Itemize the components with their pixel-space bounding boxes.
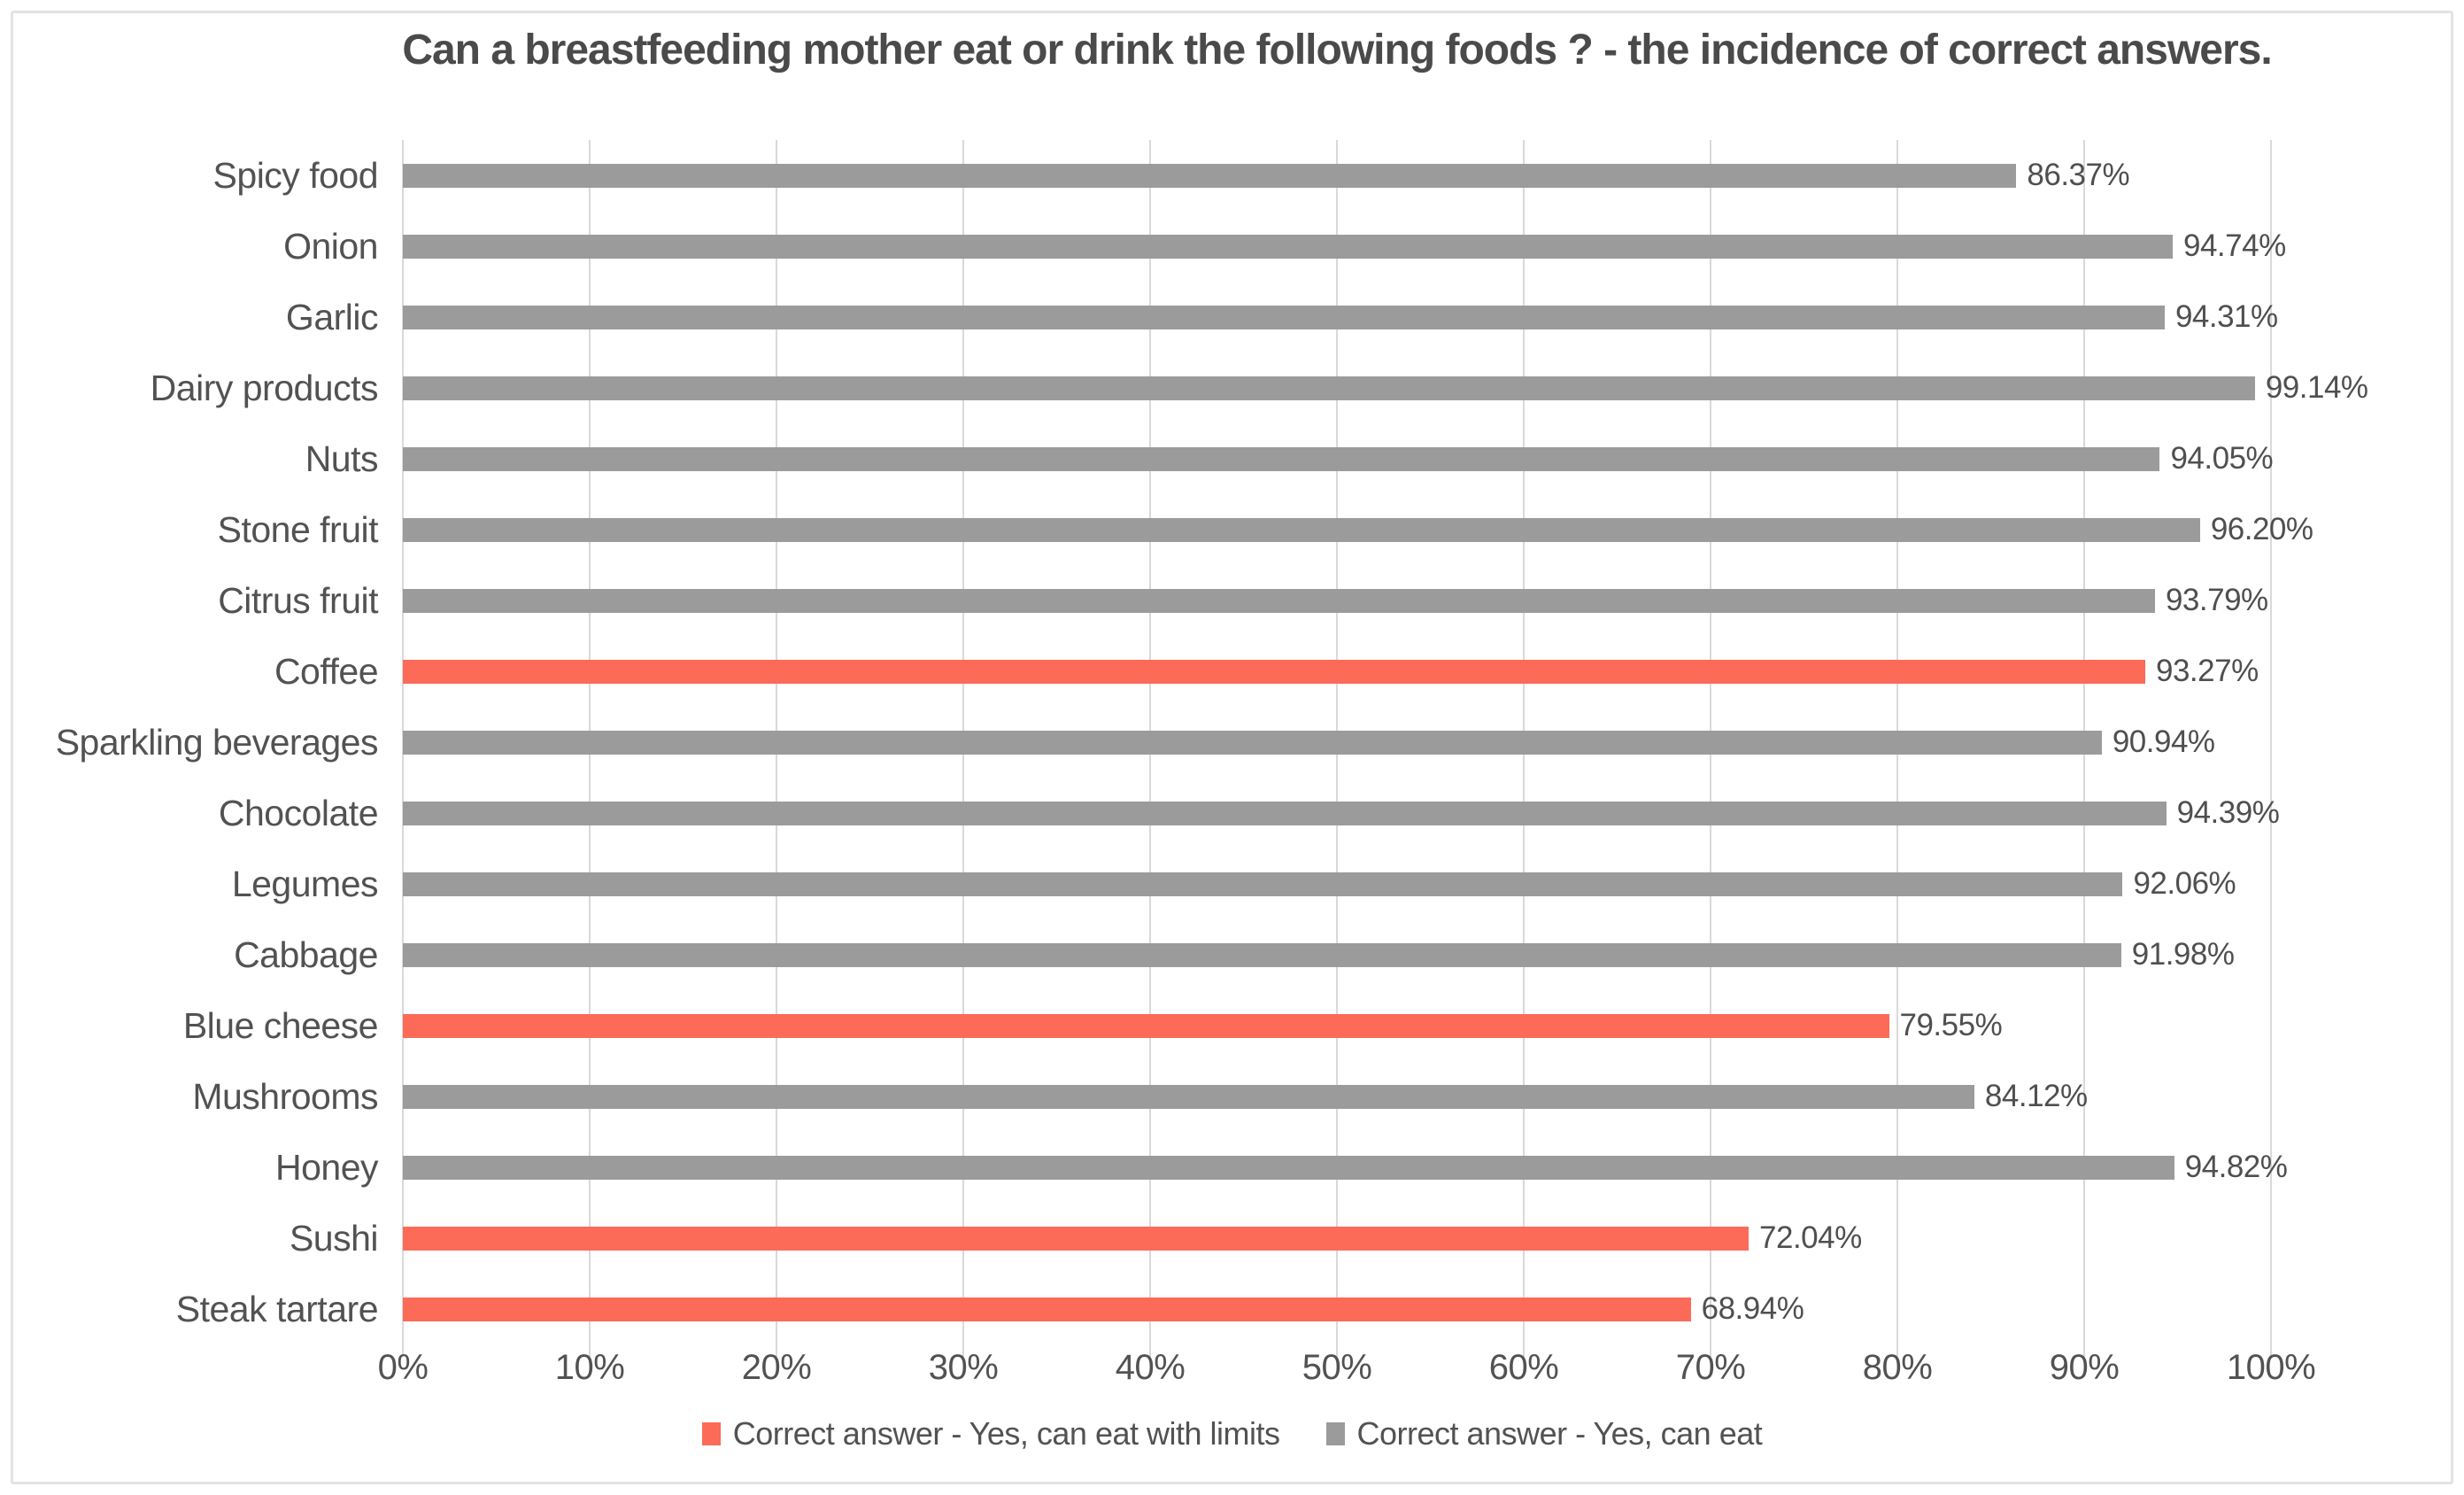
- bar-row: 94.05%: [403, 423, 2274, 494]
- bar: [403, 376, 2255, 400]
- value-label: 99.14%: [2265, 370, 2368, 405]
- legend: Correct answer - Yes, can eat with limit…: [0, 1415, 2464, 1452]
- bar-row: 94.39%: [403, 778, 2280, 848]
- category-label: Honey: [274, 1146, 379, 1188]
- bar: [403, 446, 2160, 471]
- bar-row: 93.27%: [403, 636, 2271, 707]
- bar-row: 94.31%: [403, 282, 2278, 352]
- x-axis-tick-label: 80%: [1862, 1348, 1933, 1387]
- bar: [403, 517, 2200, 542]
- value-label: 91.98%: [2131, 937, 2235, 972]
- value-label: 96.20%: [2210, 512, 2313, 546]
- bar: [403, 588, 2155, 613]
- bar-row: 84.12%: [403, 1061, 2271, 1132]
- category-label: Blue cheese: [182, 1004, 379, 1046]
- bar-row: 93.79%: [403, 565, 2271, 636]
- legend-item: Correct answer - Yes, can eat with limit…: [701, 1415, 1280, 1452]
- legend-label: Correct answer - Yes, can eat with limit…: [732, 1415, 1280, 1452]
- plot-area: 86.37% 94.74% 94.31% 99.14% 94.05% 96.20% 93.7…: [402, 140, 2368, 1357]
- bar: [403, 1297, 1691, 1321]
- x-axis-tick-label: 70%: [1675, 1348, 1746, 1387]
- category-label: Mushrooms: [192, 1075, 378, 1117]
- category-label: Dairy products: [150, 367, 379, 408]
- bar-row: 90.94%: [403, 707, 2271, 778]
- category-axis: Spicy food Onion Garlic Dairy products Nuts S…: [9, 140, 403, 1344]
- category-label: Sparkling beverages: [55, 721, 379, 763]
- x-axis-tick-label: 100%: [2226, 1348, 2316, 1387]
- value-label: 84.12%: [1984, 1079, 2088, 1113]
- bar-row: 79.55%: [403, 990, 2271, 1061]
- bar: [403, 305, 2165, 329]
- legend-item: Correct answer - Yes, can eat: [1325, 1415, 1763, 1452]
- x-axis-tick-label: 30%: [928, 1348, 999, 1387]
- value-label: 94.74%: [2183, 229, 2286, 263]
- bar-row: 99.14%: [403, 352, 2368, 423]
- bar: [403, 942, 2121, 967]
- category-label: Sushi: [289, 1217, 379, 1259]
- value-label: 92.06%: [2133, 866, 2236, 901]
- bar-row: 68.94%: [403, 1274, 2271, 1344]
- bar-row: 92.06%: [403, 848, 2271, 919]
- bar: [403, 871, 2123, 896]
- bar-row: 86.37%: [403, 140, 2271, 211]
- value-label: 86.37%: [2027, 158, 2130, 192]
- category-label: Legumes: [231, 863, 379, 904]
- category-label: Cabbage: [234, 933, 378, 975]
- value-label: 93.79%: [2165, 583, 2268, 617]
- x-axis-tick-label: 40%: [1115, 1348, 1186, 1387]
- category-label: Stone fruit: [217, 508, 379, 550]
- value-label: 93.27%: [2155, 654, 2259, 688]
- value-label: 94.39%: [2176, 795, 2280, 830]
- value-label: 94.82%: [2184, 1150, 2288, 1184]
- x-axis-tick-label: 20%: [741, 1348, 812, 1387]
- x-axis-tick-label: 10%: [554, 1348, 625, 1387]
- bar-row: 91.98%: [403, 919, 2271, 990]
- category-label: Garlic: [285, 296, 379, 337]
- value-label: 72.04%: [1759, 1220, 1862, 1255]
- value-label: 94.05%: [2170, 441, 2274, 476]
- legend-label: Correct answer - Yes, can eat: [1356, 1415, 1763, 1452]
- legend-marker: [1325, 1422, 1345, 1445]
- category-label: Steak tartare: [175, 1288, 379, 1329]
- bar: [403, 1013, 1889, 1038]
- bar-rows: 86.37% 94.74% 94.31% 99.14% 94.05% 96.20% 93.7…: [403, 140, 2368, 1344]
- value-label: 94.31%: [2174, 299, 2278, 334]
- bar-row: 72.04%: [403, 1203, 2271, 1274]
- value-label: 79.55%: [1899, 1008, 2003, 1042]
- category-label: Citrus fruit: [218, 579, 378, 621]
- bar-row: 94.82%: [403, 1132, 2288, 1203]
- x-axis-tick-label: 50%: [1302, 1348, 1372, 1387]
- legend-marker: [701, 1422, 721, 1445]
- bar: [403, 234, 2173, 259]
- x-axis: 0% 10% 20% 30% 40% 50% 60% 70% 80% 90% 100%: [378, 1348, 2316, 1389]
- chart-title: Can a breastfeeding mother eat or drink …: [402, 27, 2272, 74]
- category-label: Spicy food: [212, 154, 379, 196]
- x-axis-tick-label: 90%: [2049, 1348, 2120, 1387]
- bar: [403, 801, 2167, 825]
- bar-row: 96.20%: [403, 494, 2313, 565]
- bar: [403, 730, 2102, 755]
- category-label: Coffee: [274, 650, 379, 692]
- bar: [403, 1155, 2174, 1180]
- x-axis-tick-label: 60%: [1488, 1348, 1559, 1387]
- bar: [403, 1084, 1974, 1109]
- x-axis-tick-label: 0%: [377, 1348, 429, 1387]
- category-label: Onion: [283, 225, 378, 267]
- value-label: 90.94%: [2112, 724, 2215, 759]
- category-label: Chocolate: [218, 792, 379, 833]
- bar-row: 94.74%: [403, 211, 2286, 282]
- bar: [403, 659, 2145, 684]
- bar: [403, 163, 2017, 188]
- gridline: [2270, 140, 2272, 1357]
- category-label: Nuts: [305, 438, 379, 479]
- value-label: 68.94%: [1701, 1291, 1804, 1326]
- bar: [403, 1226, 1750, 1251]
